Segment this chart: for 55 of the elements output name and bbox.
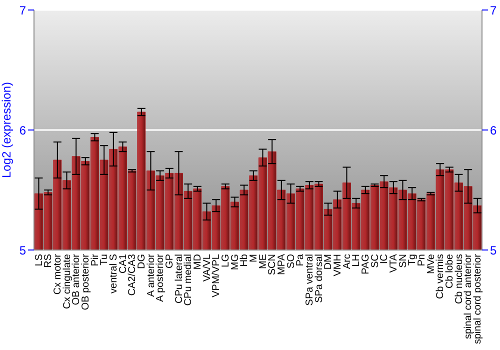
x-tick-label: OB anterior [71, 253, 82, 306]
x-tick-label: RS [43, 254, 54, 268]
x-tick-label: Cx cingulate [62, 254, 73, 310]
x-tick-label: CA2/CA3 [127, 254, 138, 296]
x-tick-label: Pir [90, 253, 101, 266]
x-tick-label: CA1 [118, 254, 129, 274]
x-tick-label: SC [370, 254, 381, 268]
x-tick-label: SPa ventral [304, 254, 316, 306]
x-tick-label: MPA [276, 254, 288, 275]
x-tick-label: MG [230, 254, 241, 270]
x-tick-label: Cb lobe [444, 254, 456, 288]
x-tick-label: DM [323, 254, 334, 270]
y-axis-title: Log2 (expression) [0, 82, 14, 178]
x-tick-label: MVe [426, 254, 437, 274]
x-tick-label: A posterior [155, 253, 166, 302]
y-tick-label: 5 [19, 243, 26, 258]
x-tick-label: VPM/VPL [211, 254, 222, 298]
x-tick-label: VMH [332, 254, 344, 276]
x-tick-label: SO [286, 254, 297, 268]
x-tick-label: LS [34, 254, 45, 266]
x-tick-label: IC [379, 254, 390, 264]
x-tick-label: Cx motor [52, 253, 64, 295]
y-tick-label: 6 [19, 123, 26, 138]
x-tick-label: spinal cord posterior [472, 253, 484, 344]
x-tick-label: VA/VL [202, 254, 213, 282]
x-tick-label: GP [164, 254, 176, 268]
x-tick-label: Pn [416, 254, 428, 266]
x-tick-label: ME [258, 254, 269, 269]
x-tick-label: M [248, 254, 260, 262]
y2-tick-label: 5 [490, 243, 497, 258]
x-tick-label: spinal cord anterior [463, 253, 474, 340]
x-tick-label: Arc [342, 254, 353, 269]
y-tick-label: 7 [19, 3, 26, 18]
x-tick-label: LG [220, 254, 232, 268]
y2-tick-label: 6 [490, 123, 497, 138]
x-tick-label: Pa [295, 254, 306, 266]
x-tick-label: SPa dorsal [314, 254, 325, 303]
x-tick-label: A anterior [146, 253, 157, 297]
x-tick-label: CPu medial [183, 254, 194, 306]
x-tick-label: VTA [388, 254, 400, 273]
y2-tick-label: 7 [490, 3, 497, 18]
x-tick-label: SCN [267, 254, 278, 276]
x-tick-label: MD [192, 254, 204, 270]
x-tick-label: CPu lateral [174, 254, 185, 304]
x-tick-label: LH [351, 254, 362, 267]
x-tick-label: Tu [99, 254, 110, 266]
x-tick-label: PAG [360, 254, 372, 274]
x-tick-label: Hb [239, 254, 250, 267]
x-tick-label: DG [136, 254, 148, 269]
x-tick-label: OB posterior [80, 253, 92, 310]
x-tick-label: Tg [407, 254, 418, 266]
x-tick-label: SN [398, 254, 409, 268]
x-tick-label: Cb nucleus [454, 254, 465, 304]
x-tick-label: Cb vermis [435, 254, 446, 300]
x-tick-label: ventral S [108, 254, 120, 294]
